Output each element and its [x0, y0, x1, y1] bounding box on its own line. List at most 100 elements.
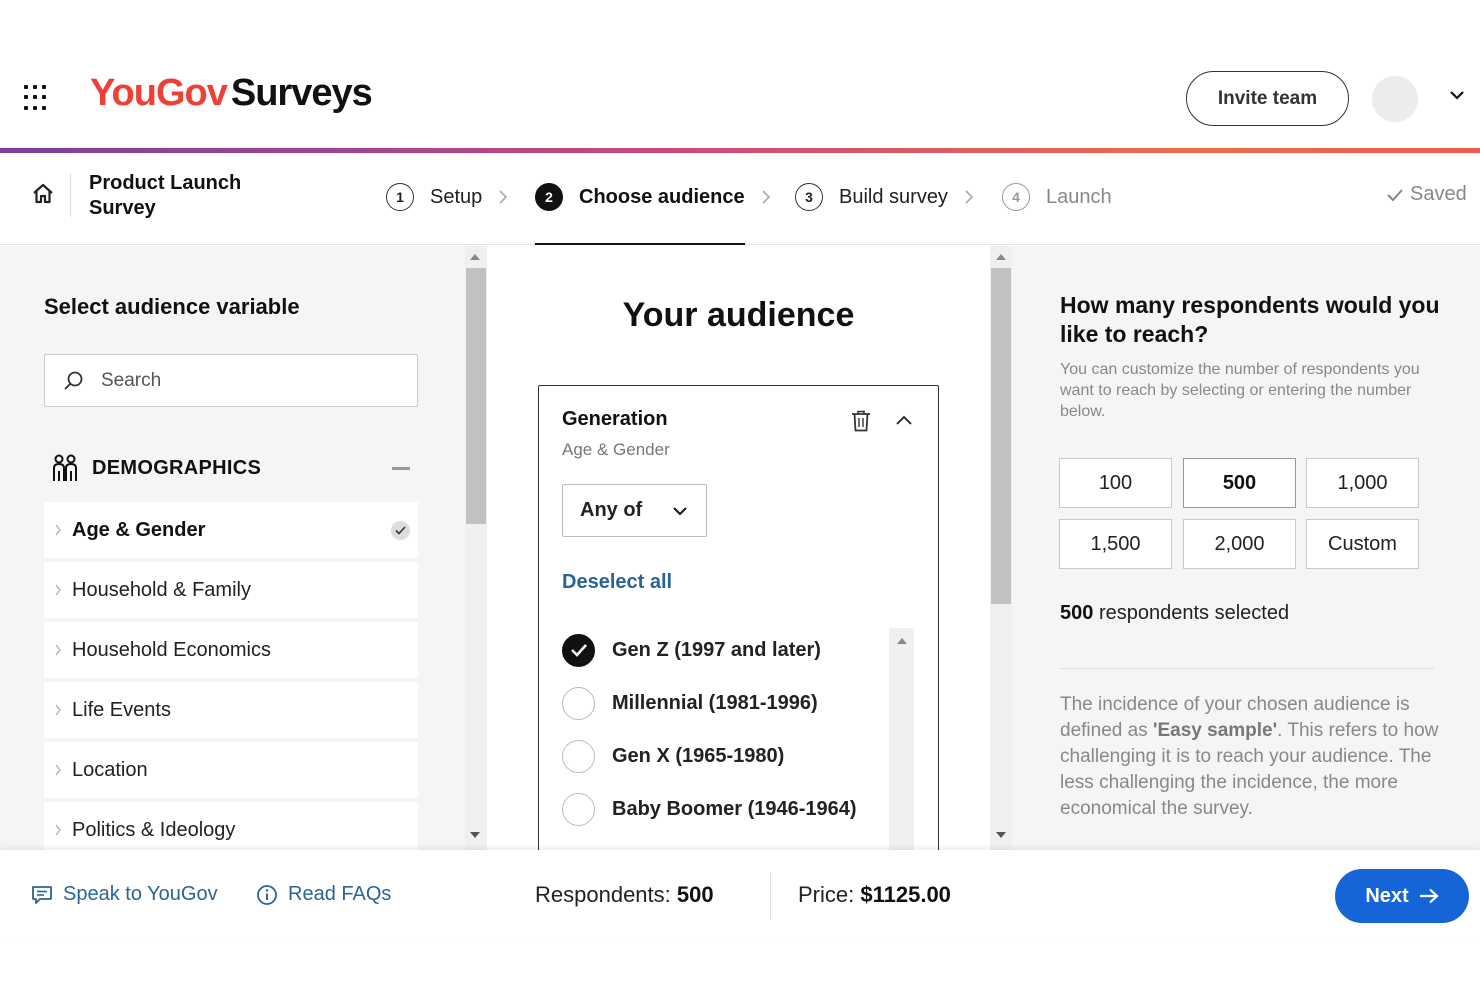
- category-politics-ideology[interactable]: Politics & Ideology: [44, 802, 418, 850]
- category-label: Household & Family: [72, 578, 251, 601]
- respondents-option-500[interactable]: 500: [1183, 458, 1296, 508]
- active-step-underline: [535, 243, 745, 245]
- chevron-up-icon[interactable]: [895, 414, 913, 426]
- category-label: Location: [72, 758, 148, 781]
- options-scroll-up-icon[interactable]: [897, 638, 907, 644]
- step-label: Build survey: [839, 185, 948, 208]
- people-icon: [53, 454, 77, 481]
- respondents-option-2000[interactable]: 2,000: [1183, 519, 1296, 569]
- apps-grid-icon[interactable]: [24, 85, 50, 111]
- trash-icon[interactable]: [851, 410, 871, 432]
- collapse-minus-icon[interactable]: [392, 467, 410, 470]
- audience-variable-panel: Select audience variable DEMOGRAPHICS Ag…: [0, 246, 465, 850]
- panel-title: Select audience variable: [44, 294, 300, 319]
- step-number: 4: [1002, 183, 1030, 211]
- link-label: Read FAQs: [288, 883, 392, 905]
- scroll-up-arrow-icon[interactable]: [470, 254, 480, 260]
- respondents-description: You can customize the number of responde…: [1060, 361, 1420, 420]
- read-faqs-link[interactable]: Read FAQs: [256, 883, 391, 906]
- step-setup[interactable]: 1 Setup: [386, 181, 508, 213]
- category-location[interactable]: Location: [44, 742, 418, 798]
- scroll-up-arrow-icon[interactable]: [996, 254, 1006, 260]
- deselect-all-link[interactable]: Deselect all: [562, 571, 673, 593]
- step-launch[interactable]: 4 Launch: [1002, 181, 1112, 213]
- chevron-right-icon: [55, 584, 61, 596]
- user-avatar[interactable]: [1372, 76, 1418, 122]
- category-label: Household Economics: [72, 638, 271, 661]
- arrow-right-icon: [1419, 888, 1439, 904]
- incidence-text: The incidence of your chosen audience is…: [1060, 692, 1440, 822]
- generation-card: Generation Age & Gender Any of Deselect …: [538, 385, 939, 850]
- account-chevron-down-icon[interactable]: [1448, 86, 1466, 104]
- option-label: Baby Boomer (1946-1964): [612, 797, 857, 820]
- step-label: Choose audience: [579, 185, 745, 208]
- logo-brand: YouGov: [90, 72, 228, 114]
- chevron-right-icon: [499, 190, 508, 204]
- respondents-option-1000[interactable]: 1,000: [1306, 458, 1419, 508]
- step-bar: Product Launch Survey 1 Setup 2 Choose a…: [0, 153, 1480, 245]
- category-life-events[interactable]: Life Events: [44, 682, 418, 738]
- price-value: $1125.00: [860, 882, 951, 907]
- footer-divider: [770, 872, 771, 920]
- top-header: YouGov Surveys Invite team: [0, 0, 1480, 153]
- respondents-summary: Respondents: 500: [535, 882, 714, 908]
- step-number: 1: [386, 183, 414, 211]
- chevron-right-icon: [55, 704, 61, 716]
- card-title: Generation: [562, 408, 668, 430]
- middle-scrollbar-thumb[interactable]: [991, 268, 1011, 604]
- step-label: Launch: [1046, 185, 1112, 208]
- chevron-right-icon: [762, 190, 770, 204]
- respondents-question: How many respondents would you like to r…: [1060, 292, 1440, 347]
- radio-empty-icon[interactable]: [562, 792, 595, 826]
- project-title: Product Launch Survey: [89, 172, 242, 219]
- radio-empty-icon[interactable]: [562, 686, 595, 720]
- respondents-option-custom[interactable]: Custom: [1306, 519, 1419, 569]
- respondents-selected-text: 500 respondents selected: [1060, 602, 1289, 625]
- category-household-family[interactable]: Household & Family: [44, 562, 418, 618]
- saved-status: Saved: [1386, 183, 1467, 206]
- chat-icon: [32, 885, 52, 904]
- step-choose-audience[interactable]: 2 Choose audience: [535, 181, 771, 213]
- respondents-option-100[interactable]: 100: [1059, 458, 1172, 508]
- chevron-right-icon: [55, 824, 61, 836]
- speak-to-yougov-link[interactable]: Speak to YouGov: [31, 883, 218, 906]
- option-millennial[interactable]: Millennial (1981-1996): [562, 686, 818, 720]
- step-build-survey[interactable]: 3 Build survey: [795, 181, 974, 213]
- category-label: Life Events: [72, 698, 171, 721]
- respondents-option-1500[interactable]: 1,500: [1059, 519, 1172, 569]
- home-icon[interactable]: [30, 181, 56, 207]
- link-label: Speak to YouGov: [63, 883, 218, 905]
- search-box[interactable]: [44, 354, 418, 407]
- category-label: Politics & Ideology: [72, 818, 236, 841]
- left-scrollbar-thumb[interactable]: [466, 268, 486, 524]
- yougov-surveys-logo[interactable]: YouGov Surveys: [90, 72, 373, 115]
- scroll-down-arrow-icon[interactable]: [470, 832, 480, 838]
- category-age-gender[interactable]: Age & Gender: [44, 502, 418, 558]
- logo-product: Surveys: [230, 72, 373, 114]
- selected-check-icon: [391, 521, 410, 540]
- scroll-down-arrow-icon[interactable]: [996, 832, 1006, 838]
- info-icon: [257, 884, 277, 905]
- incidence-post: . This refers to how challenging it is t…: [1060, 720, 1439, 819]
- any-of-dropdown[interactable]: Any of: [562, 484, 707, 537]
- invite-team-button[interactable]: Invite team: [1186, 71, 1349, 126]
- category-household-economics[interactable]: Household Economics: [44, 622, 418, 678]
- chevron-right-icon: [55, 644, 61, 656]
- price-label: Price:: [798, 882, 855, 907]
- incidence-pre: The incidence of your chosen audience is…: [1060, 694, 1410, 741]
- selected-suffix: respondents selected: [1098, 602, 1290, 624]
- next-button[interactable]: Next: [1335, 869, 1469, 923]
- section-divider: [1060, 668, 1434, 669]
- search-input[interactable]: [101, 369, 401, 392]
- respondents-label: Respondents:: [535, 882, 671, 907]
- option-gen-x[interactable]: Gen X (1965-1980): [562, 739, 784, 773]
- options-scrollbar[interactable]: [889, 628, 914, 850]
- step-label: Setup: [430, 185, 483, 208]
- option-gen-z[interactable]: Gen Z (1997 and later): [562, 633, 821, 667]
- option-baby-boomer[interactable]: Baby Boomer (1946-1964): [562, 792, 857, 826]
- radio-empty-icon[interactable]: [562, 739, 595, 773]
- radio-checked-icon[interactable]: [562, 633, 595, 667]
- dropdown-value: Any of: [580, 499, 643, 521]
- demographics-section-header[interactable]: DEMOGRAPHICS: [52, 452, 412, 484]
- section-label: DEMOGRAPHICS: [92, 456, 262, 479]
